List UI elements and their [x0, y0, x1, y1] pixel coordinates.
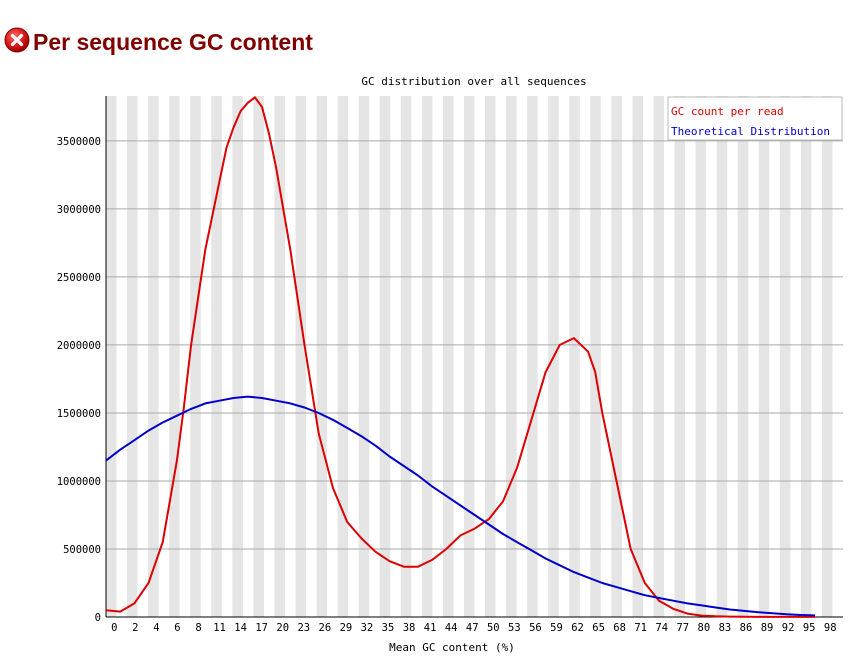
x-tick-label: 50 [487, 622, 500, 634]
background-band [295, 96, 307, 617]
background-band [779, 96, 791, 617]
background-band [106, 96, 117, 617]
x-tick-label: 32 [361, 622, 374, 634]
background-band [632, 96, 643, 617]
background-band [800, 96, 812, 617]
background-band [506, 96, 517, 617]
page-title: Per sequence GC content [33, 28, 313, 55]
background-band [737, 96, 749, 617]
x-tick-label: 6 [174, 622, 180, 634]
background-band [127, 96, 138, 617]
y-tick-label: 3000000 [57, 204, 101, 216]
series-lines [105, 96, 816, 618]
background-band [716, 96, 728, 617]
background-band [758, 96, 770, 617]
series-gc-count-line [105, 96, 815, 618]
x-tick-label: 89 [761, 622, 774, 634]
background-band [379, 96, 391, 617]
x-tick-label: 11 [213, 622, 226, 634]
x-tick-label: 65 [592, 622, 605, 634]
y-tick-label: 0 [95, 612, 101, 624]
y-tick-label: 2000000 [57, 340, 101, 352]
x-tick-label: 8 [195, 622, 201, 634]
x-tick-label: 77 [676, 622, 689, 634]
background-band [485, 96, 496, 617]
y-tick-labels: 0 500000 1000000 1500000 2000000 2500000 30000… [57, 136, 101, 624]
x-tick-label: 38 [403, 622, 416, 634]
x-tick-label: 95 [803, 622, 816, 634]
y-tick-label: 3500000 [57, 136, 101, 148]
y-tick-label: 1000000 [57, 476, 101, 488]
x-tick-label: 47 [466, 622, 479, 634]
x-tick-label: 53 [508, 622, 521, 634]
y-tick-label: 1500000 [57, 408, 101, 420]
legend-entry-theoretical: Theoretical Distribution [671, 125, 830, 138]
x-tick-label: 26 [319, 622, 332, 634]
x-tick-label: 71 [634, 622, 647, 634]
background-band [232, 96, 243, 617]
legend-entry-gc-count: GC count per read [671, 105, 784, 118]
background-band [695, 96, 707, 617]
x-tick-label: 98 [824, 622, 837, 634]
legend: GC count per read Theoretical Distributi… [667, 96, 843, 141]
background-band [569, 96, 580, 617]
x-tick-label: 86 [740, 622, 753, 634]
x-tick-label: 62 [571, 622, 584, 634]
background-band [590, 96, 601, 617]
x-tick-label: 23 [297, 622, 310, 634]
x-tick-labels: 0 2 4 6 8 11 14 17 20 23 26 29 32 35 38 41 44 47 50 53 56 59 6… [111, 622, 836, 634]
x-tick-label: 92 [782, 622, 795, 634]
error-icon [4, 27, 30, 53]
background-band [653, 96, 665, 617]
x-tick-label: 83 [719, 622, 732, 634]
report-header: Per sequence GC content [4, 20, 313, 60]
horizontal-gridlines [106, 140, 843, 550]
chart-title: GC distribution over all sequences [361, 75, 586, 88]
x-tick-label: 41 [424, 622, 437, 634]
x-tick-label: 56 [529, 622, 542, 634]
background-band [316, 96, 328, 617]
background-band [442, 96, 454, 617]
background-band [527, 96, 538, 617]
y-tick-label: 2500000 [57, 272, 101, 284]
x-tick-label: 14 [234, 622, 247, 634]
background-band [337, 96, 349, 617]
legend-box [667, 96, 843, 141]
y-tick-label: 500000 [63, 544, 101, 556]
series-theoretical-line [105, 395, 816, 617]
x-tick-label: 20 [276, 622, 289, 634]
x-tick-label: 17 [255, 622, 268, 634]
x-axis-label: Mean GC content (%) [389, 641, 515, 654]
x-tick-label: 59 [550, 622, 563, 634]
x-tick-label: 4 [153, 622, 159, 634]
background-bands [106, 96, 833, 617]
background-band [400, 96, 412, 617]
background-band [253, 96, 264, 617]
background-band [190, 96, 201, 617]
background-band [674, 96, 686, 617]
background-band [463, 96, 475, 617]
background-band [358, 96, 370, 617]
x-tick-label: 35 [382, 622, 395, 634]
x-tick-label: 0 [111, 622, 117, 634]
background-band [421, 96, 433, 617]
background-band [169, 96, 180, 617]
x-tick-label: 80 [698, 622, 711, 634]
background-band [274, 96, 285, 617]
background-band [611, 96, 622, 617]
x-tick-label: 29 [340, 622, 353, 634]
x-tick-label: 74 [655, 622, 668, 634]
background-band [211, 96, 222, 617]
background-band [148, 96, 159, 617]
x-tick-label: 2 [132, 622, 138, 634]
background-band [821, 96, 833, 617]
x-tick-label: 68 [613, 622, 626, 634]
x-tick-label: 44 [445, 622, 458, 634]
